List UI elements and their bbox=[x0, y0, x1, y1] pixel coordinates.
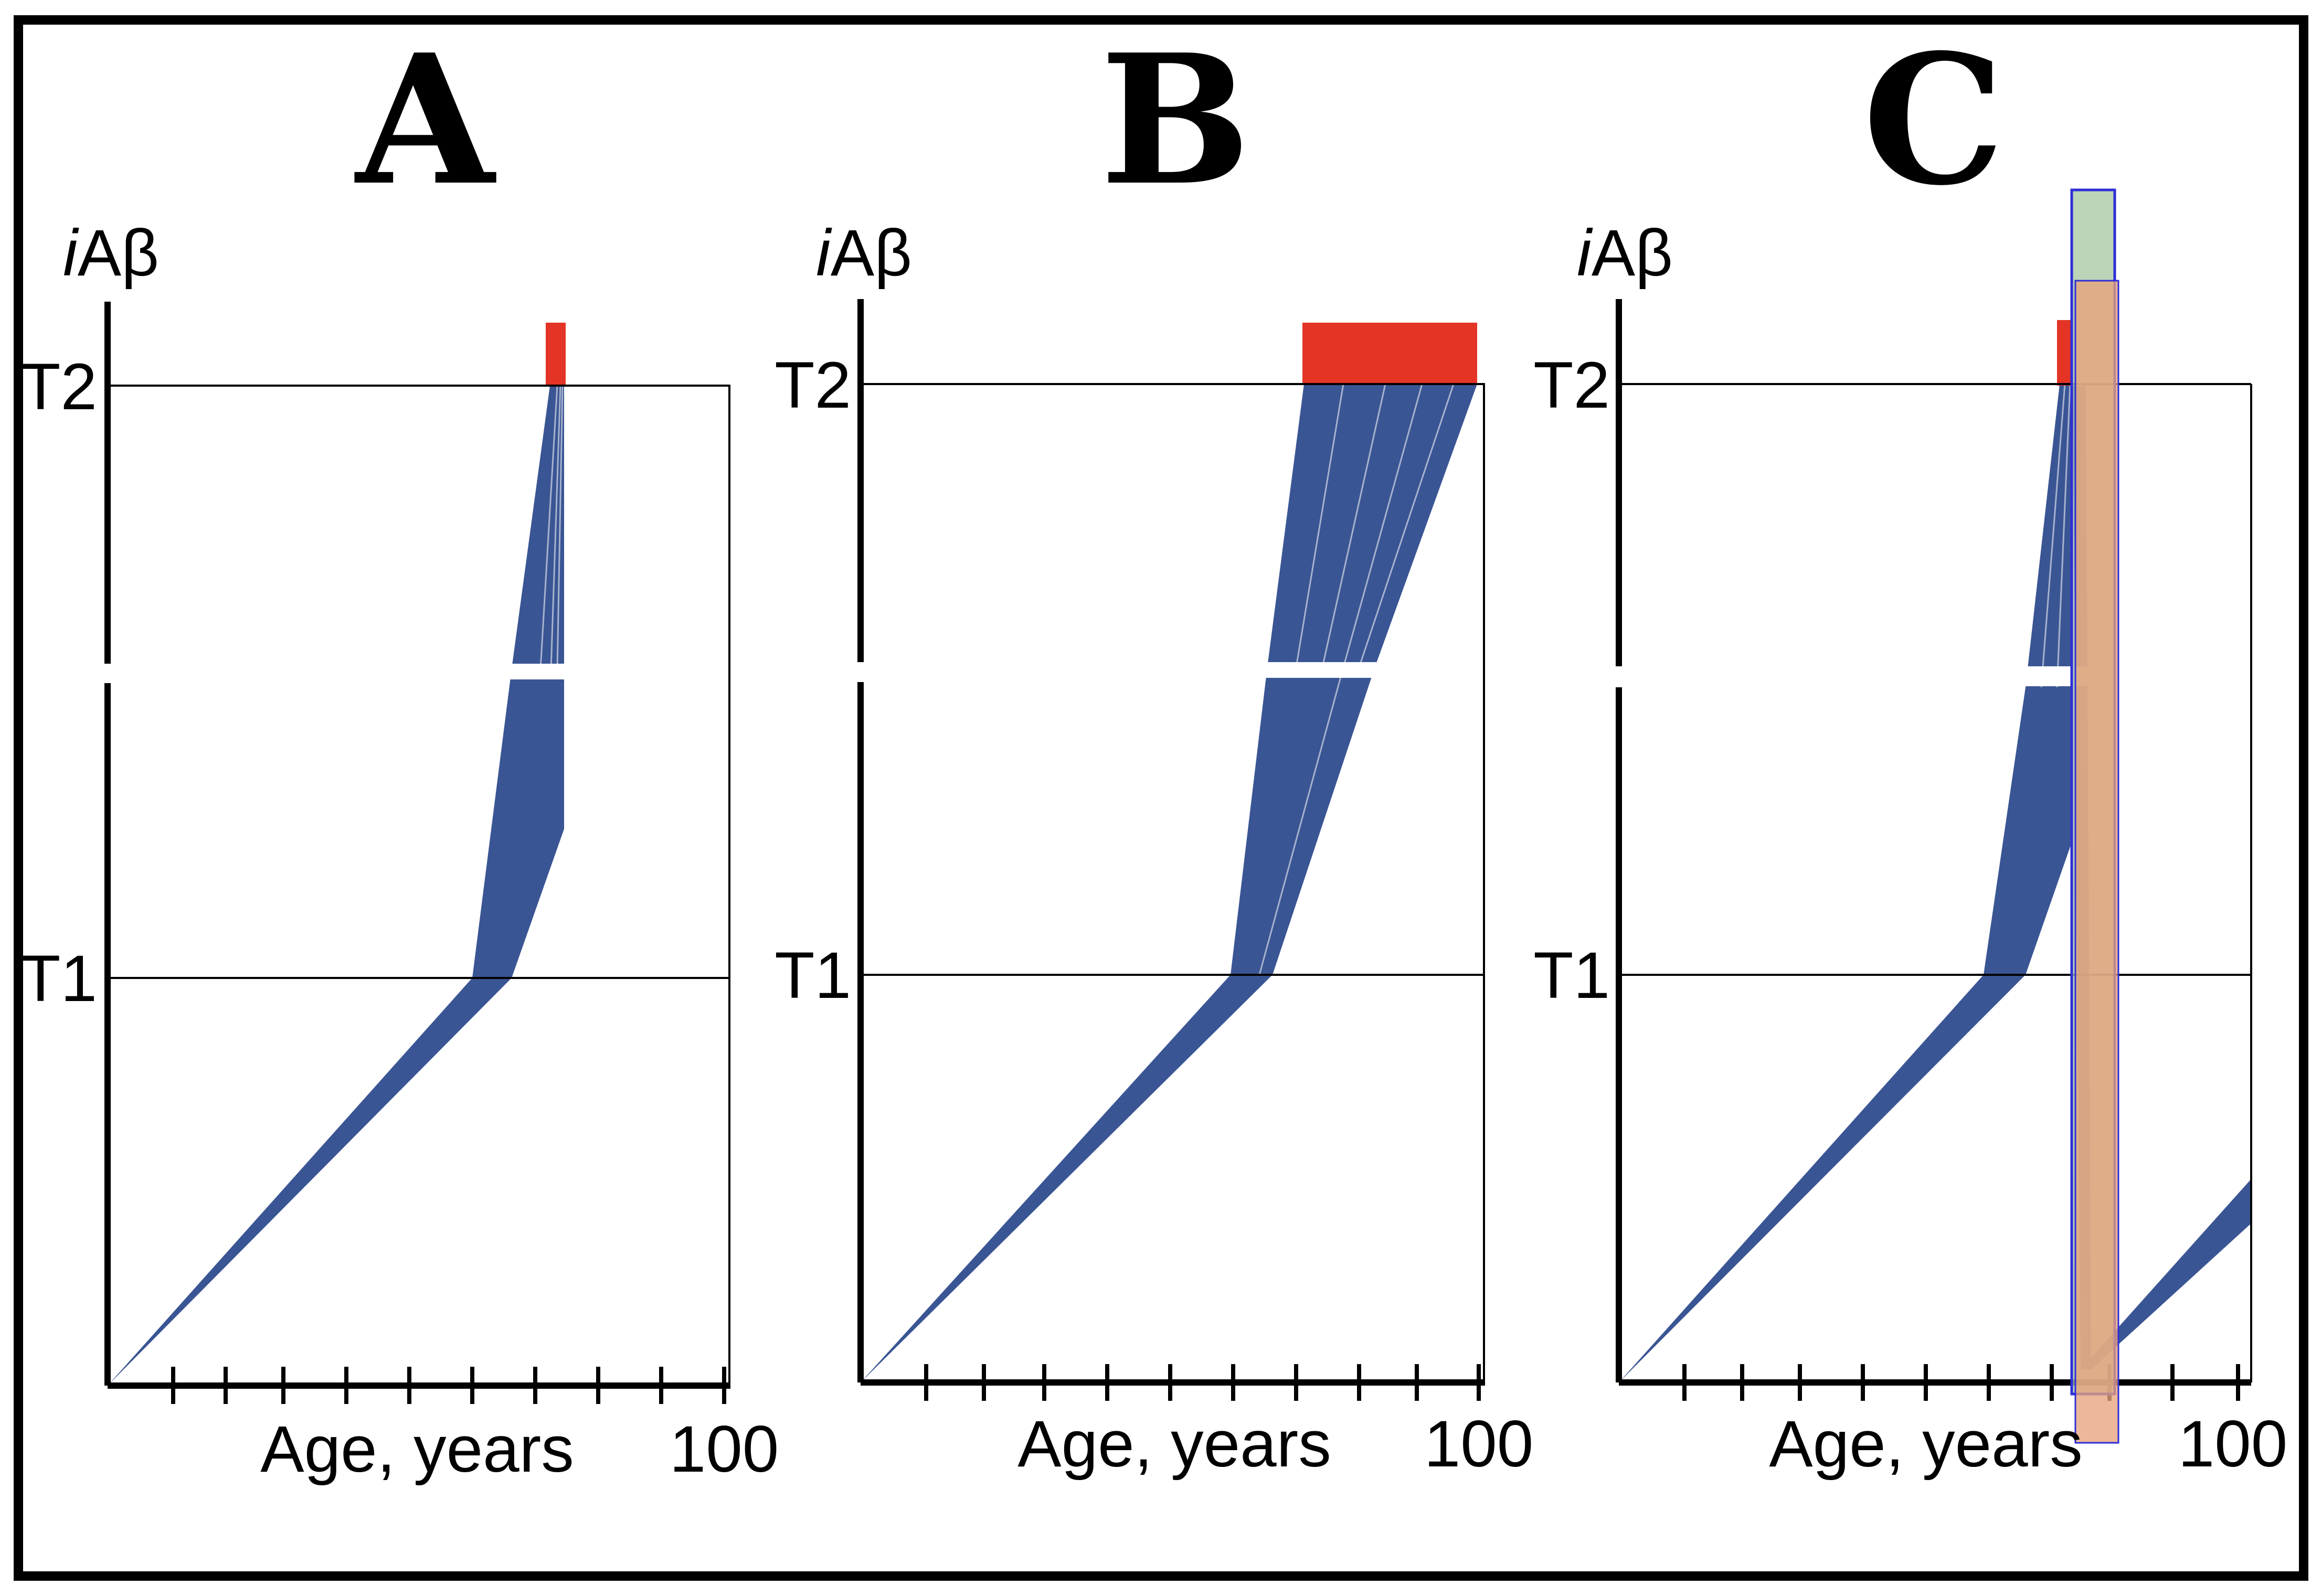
x-ticks-b bbox=[924, 1364, 1481, 1401]
break-gap-a bbox=[504, 664, 572, 679]
onset-bar-c bbox=[2057, 320, 2073, 386]
y-axis-symbol-b: iAβ bbox=[816, 217, 912, 290]
threshold-label-t2-b: T2 bbox=[775, 349, 851, 422]
panel-letter-b: B bbox=[1100, 16, 1250, 225]
trajectory-fan-b bbox=[861, 384, 1477, 1382]
panel-letter-c: C bbox=[1863, 16, 2005, 225]
threshold-label-t2-c: T2 bbox=[1533, 349, 1610, 422]
panel-letter-a: A bbox=[353, 16, 498, 225]
x-axis-max-a: 100 bbox=[670, 1413, 779, 1486]
threshold-label-t1-c: T1 bbox=[1533, 939, 1610, 1012]
panel-c: C iAβ bbox=[1533, 16, 2287, 1481]
trajectory-fan-a bbox=[108, 385, 564, 1386]
x-ticks-a bbox=[171, 1367, 726, 1404]
onset-bar-b bbox=[1302, 323, 1477, 384]
renewed-rise-c bbox=[2081, 1178, 2252, 1369]
x-axis-max-b: 100 bbox=[1424, 1408, 1534, 1481]
x-axis-label-c: Age, years bbox=[1769, 1408, 2083, 1481]
break-gap-b bbox=[1254, 662, 1391, 678]
panel-b: B iAβ bbox=[775, 16, 1533, 1481]
x-axis-label-a: Age, years bbox=[260, 1413, 574, 1486]
threshold-label-t1-a: T1 bbox=[20, 942, 97, 1015]
panel-a: A iAβ bbox=[20, 16, 779, 1486]
threshold-label-t1-b: T1 bbox=[775, 939, 851, 1012]
threshold-label-t2-a: T2 bbox=[20, 350, 97, 423]
x-axis-max-c: 100 bbox=[2178, 1408, 2288, 1481]
onset-bar-a bbox=[546, 323, 566, 386]
x-axis-label-b: Age, years bbox=[1017, 1408, 1331, 1481]
y-axis-symbol-a: iAβ bbox=[63, 217, 159, 290]
intervention-window-orange bbox=[2074, 280, 2119, 1444]
y-axis-symbol-c: iAβ bbox=[1577, 217, 1673, 290]
figure-border bbox=[14, 15, 2308, 1581]
